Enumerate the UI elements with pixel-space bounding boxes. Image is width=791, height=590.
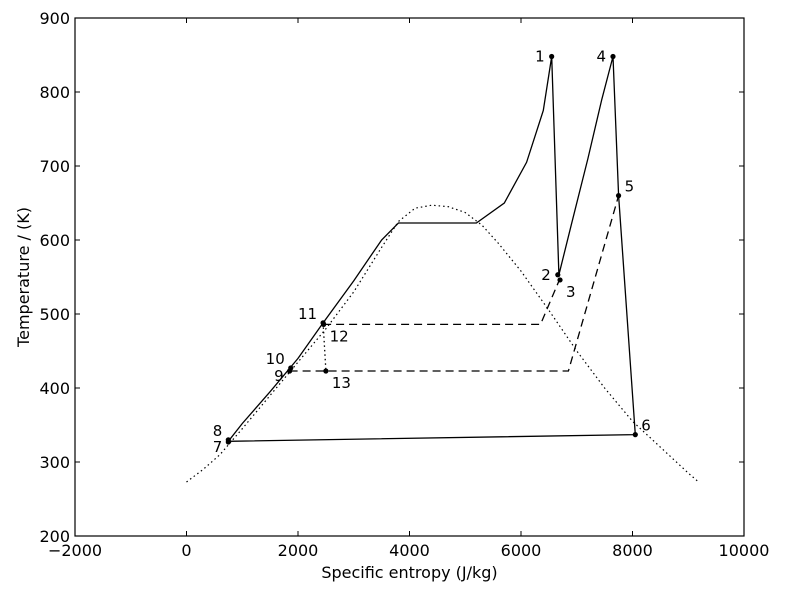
state-point-6 xyxy=(632,432,638,438)
x-tick-label: 2000 xyxy=(278,541,319,560)
y-axis-label: Temperature / (K) xyxy=(14,207,33,348)
x-tick-label: 6000 xyxy=(501,541,542,560)
state-point-1 xyxy=(549,53,555,60)
y-tick-label: 700 xyxy=(39,157,70,176)
x-tick-label: 0 xyxy=(181,541,191,560)
y-tick-label: 200 xyxy=(39,527,70,546)
state-point-4 xyxy=(610,53,616,60)
y-tick-label: 300 xyxy=(39,453,70,472)
state-point-3 xyxy=(557,277,563,283)
x-axis-label: Specific entropy (J/kg) xyxy=(321,563,497,582)
state-point-label-8: 8 xyxy=(213,422,223,440)
series-line-1 xyxy=(227,56,636,442)
x-axis: −2000 0 2000 4000 6000 8000 10000 xyxy=(48,18,770,560)
plot-area xyxy=(75,18,744,536)
state-point-label-6: 6 xyxy=(641,417,651,435)
y-tick-label: 600 xyxy=(39,231,70,250)
x-tick-label: 4000 xyxy=(389,541,430,560)
state-point-label-2: 2 xyxy=(541,266,551,284)
x-tick-label: 10000 xyxy=(719,541,770,560)
state-point-label-10: 10 xyxy=(266,350,285,368)
y-axis: 200 300 400 500 600 700 800 900 xyxy=(39,9,744,546)
state-point-8 xyxy=(225,437,231,443)
dome-line xyxy=(186,204,700,484)
state-point-label-4: 4 xyxy=(596,47,606,65)
state-point-5 xyxy=(615,193,622,199)
series-line-2 xyxy=(323,278,561,326)
cycle-lines xyxy=(227,56,636,442)
y-tick-label: 500 xyxy=(39,305,70,324)
y-tick-label: 900 xyxy=(39,9,70,28)
state-point-label-1: 1 xyxy=(535,47,545,65)
state-point-12 xyxy=(321,321,327,327)
state-point-label-5: 5 xyxy=(625,178,635,196)
saturation-dome xyxy=(186,204,700,484)
x-tick-label: 8000 xyxy=(612,541,653,560)
series-line-3 xyxy=(289,195,620,372)
y-tick-label: 800 xyxy=(39,83,70,102)
state-point-label-3: 3 xyxy=(566,283,576,301)
state-point-10 xyxy=(288,365,294,371)
state-point-label-9: 9 xyxy=(274,367,284,385)
state-point-label-11: 11 xyxy=(298,305,317,323)
state-point-label-13: 13 xyxy=(332,374,351,392)
x-tick-label: −2000 xyxy=(48,541,102,560)
y-tick-label: 400 xyxy=(39,379,70,398)
state-point-13 xyxy=(323,368,329,374)
state-point-2 xyxy=(555,272,561,278)
state-point-label-7: 7 xyxy=(213,438,223,456)
state-point-label-12: 12 xyxy=(330,327,349,345)
